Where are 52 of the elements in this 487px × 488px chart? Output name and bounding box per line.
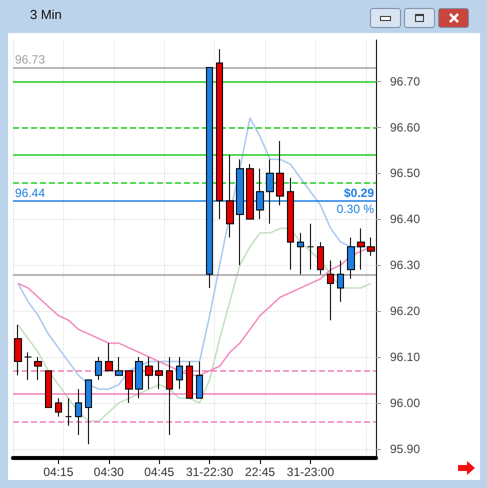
y-tick-label: 96.50 [390,166,420,180]
y-tick-label: 96.20 [390,304,420,318]
candlestick [125,370,133,404]
candlestick [14,324,22,376]
candlestick [34,356,42,380]
candlestick [145,356,153,390]
candlestick [115,356,123,376]
x-tick-label: 04:15 [43,465,74,479]
candlestick [307,223,314,270]
candlestick [337,260,344,302]
candlestick [226,154,234,238]
candlestick [287,177,294,270]
candlestick [347,237,355,280]
candlestick [186,361,193,399]
candlestick [105,342,113,372]
candlestick [75,388,82,436]
x-tick-label: 22:45 [245,465,276,479]
candlestick [55,398,62,418]
candlestick [357,228,365,270]
candlestick [196,361,203,399]
annotation: 0.30 % [336,202,374,216]
candlestick [65,398,72,426]
candlestick [246,164,254,220]
line-series [17,228,372,422]
y-tick-label: 96.60 [390,120,420,134]
candlestick [85,379,92,445]
candlestick [327,260,334,321]
annotation: $0.29 [344,186,374,200]
chart-title: 3 Min [30,7,62,22]
y-tick-label: 95.90 [390,442,420,456]
candlestick [276,140,284,206]
y-tick-label: 96.00 [390,396,420,410]
y-tick-label: 96.10 [390,350,420,364]
candlestick [135,356,143,399]
candlestick [24,352,32,380]
y-tick-label: 96.40 [390,212,420,226]
candlestick [317,242,324,275]
candlestick [45,370,52,408]
x-tick-label: 04:30 [94,465,124,479]
y-tick-label: 96.30 [390,258,420,272]
ref-line-label: 96.73 [15,52,46,67]
x-tick-label: 31-23:00 [286,465,334,479]
candlestick [95,356,102,380]
candlestick [155,361,163,390]
x-tick-label: 04:45 [144,465,175,479]
y-tick-label: 96.70 [390,74,420,88]
candlestick [166,356,173,436]
candlestick [216,48,223,220]
ref-line-label: 96.44 [15,186,46,200]
candlestick [297,232,304,275]
candlestick [176,356,183,390]
x-tick-label: 31-22:30 [186,465,234,479]
